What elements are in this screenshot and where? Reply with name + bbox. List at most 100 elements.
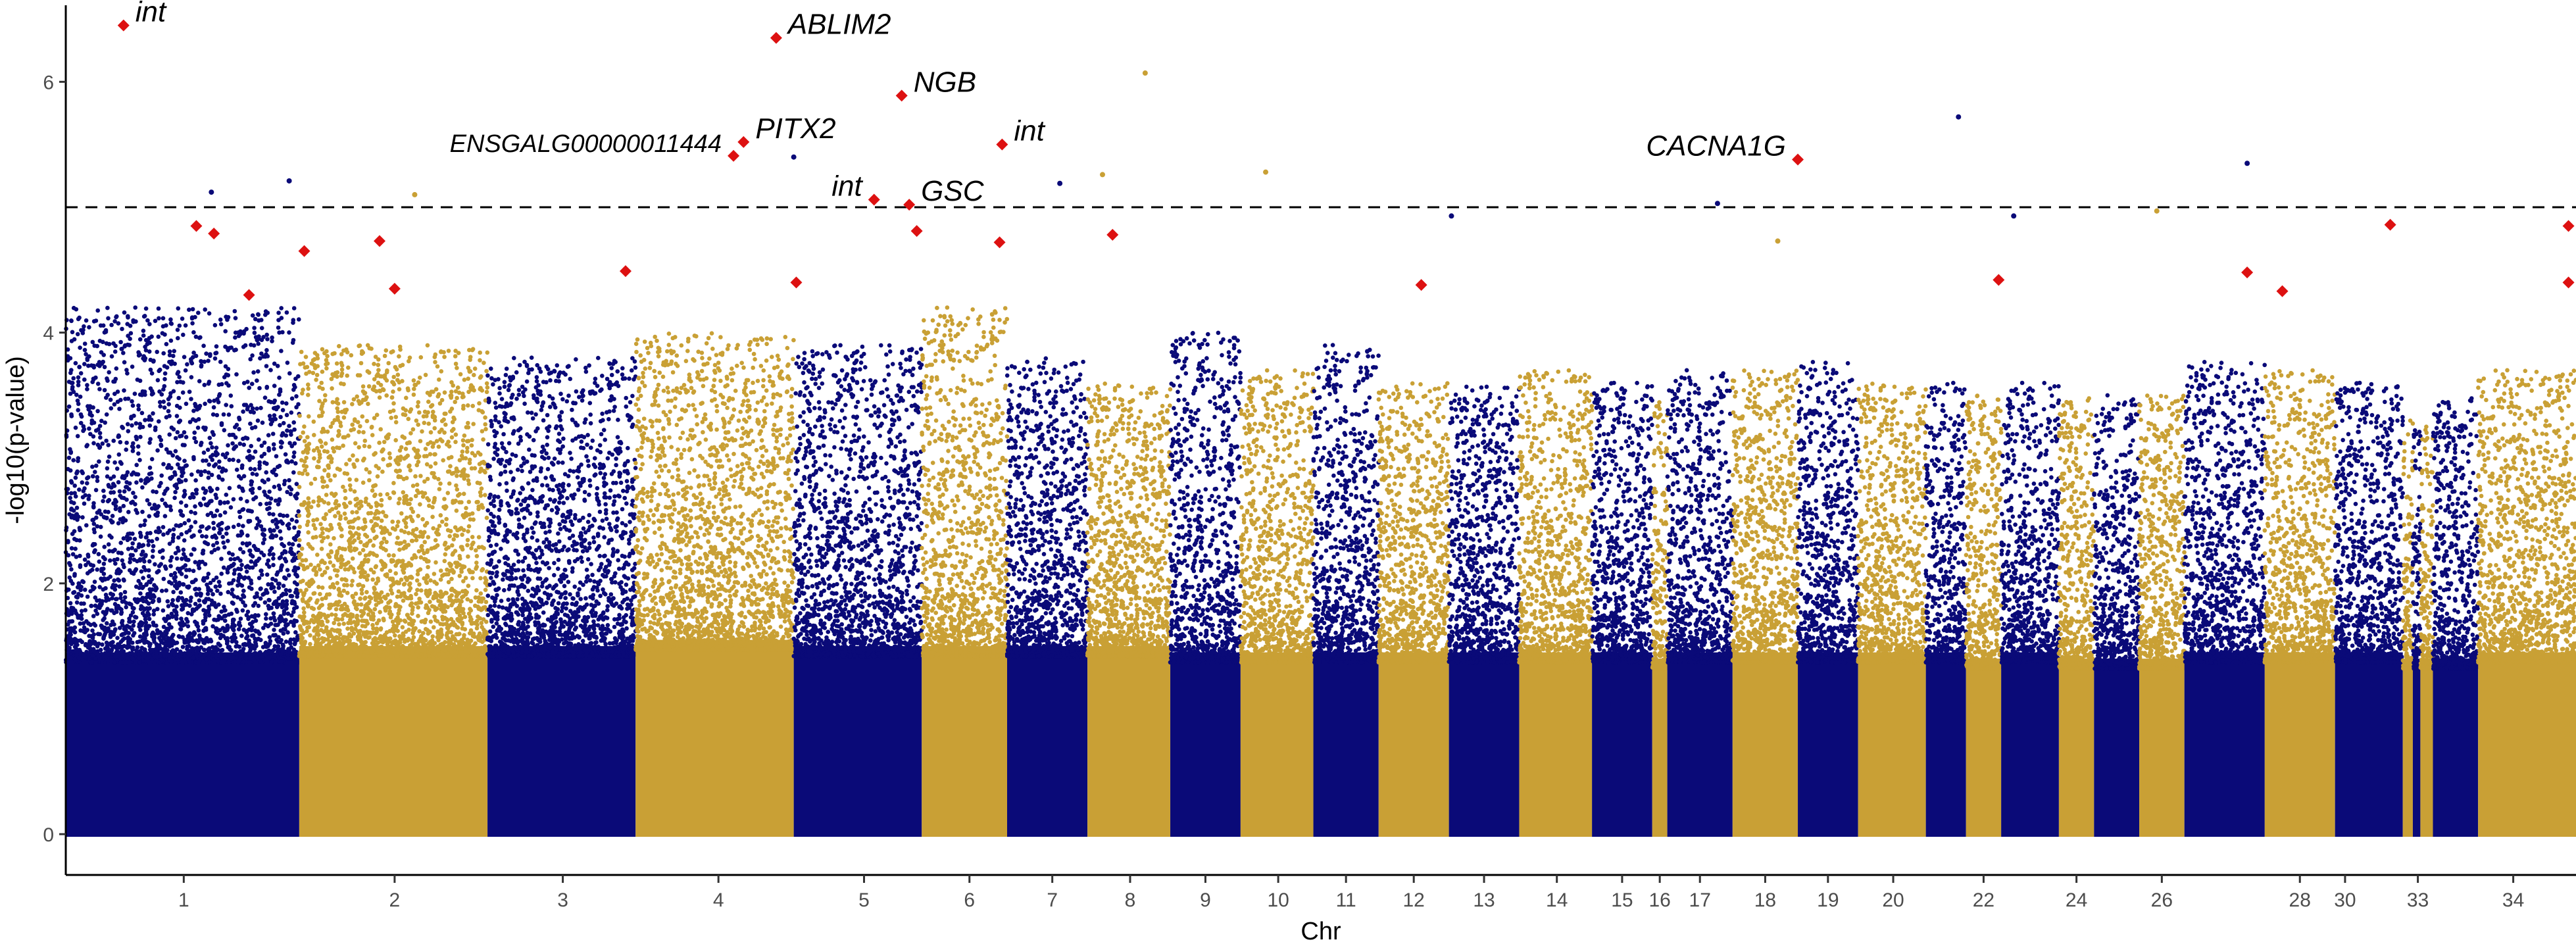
snp-point [220, 466, 226, 471]
snp-point [328, 478, 333, 483]
snp-point [149, 539, 155, 543]
snp-point [196, 417, 201, 422]
snp-point [255, 378, 259, 383]
snp-point [347, 477, 352, 482]
snp-point [349, 626, 354, 630]
snp-point [332, 620, 337, 626]
snp-point [93, 318, 99, 323]
snp-point [246, 518, 251, 524]
snp-point [197, 379, 202, 384]
snp-point [324, 512, 329, 516]
snp-point [74, 505, 80, 510]
snp-point [147, 574, 151, 579]
snp-point [176, 462, 180, 467]
snp-point [192, 436, 197, 441]
snp-point [225, 570, 230, 575]
snp-point [215, 588, 220, 593]
snp-point [438, 481, 443, 486]
snp-point [101, 654, 106, 659]
snp-point [430, 444, 435, 449]
snp-point [262, 528, 267, 532]
snp-point [93, 375, 98, 380]
snp-point [251, 410, 257, 415]
snp-point [396, 501, 401, 506]
snp-point [157, 389, 162, 394]
snp-point [241, 524, 245, 528]
snp-point [187, 649, 192, 653]
snp-point [376, 362, 381, 367]
snp-point [196, 628, 201, 633]
snp-point [374, 591, 379, 596]
snp-point [253, 618, 259, 623]
snp-point [87, 569, 92, 574]
snp-point [243, 603, 248, 608]
snp-point [352, 489, 357, 494]
snp-point [348, 487, 353, 492]
snp-point [143, 418, 147, 422]
snp-point [157, 599, 162, 603]
snp-point [124, 368, 129, 372]
snp-point [440, 641, 445, 647]
snp-point [294, 605, 299, 610]
snp-point [157, 635, 162, 641]
snp-point [265, 337, 270, 341]
snp-point [186, 585, 191, 590]
snp-point [156, 504, 161, 509]
snp-point [147, 502, 152, 507]
snp-point [226, 443, 230, 448]
snp-point [446, 580, 451, 585]
snp-point [162, 384, 167, 389]
snp-point [73, 658, 78, 663]
snp-point [171, 527, 176, 532]
snp-point [289, 601, 295, 606]
snp-point [343, 516, 348, 521]
snp-point [161, 532, 166, 537]
snp-point [208, 649, 213, 654]
snp-point [241, 436, 245, 441]
snp-point [473, 595, 478, 600]
snp-point [462, 433, 467, 438]
snp-point [291, 306, 297, 311]
snp-point [288, 593, 293, 599]
snp-point [308, 641, 312, 647]
snp-point [166, 636, 171, 641]
snp-point [382, 536, 387, 541]
snp-point [278, 389, 283, 394]
snp-point [180, 645, 186, 649]
snp-point [272, 484, 277, 489]
snp-point [186, 518, 191, 523]
snp-point [112, 319, 117, 324]
snp-point [264, 470, 269, 475]
snp-point [189, 524, 193, 530]
snp-point [404, 493, 409, 499]
snp-point [236, 522, 241, 528]
snp-point [291, 454, 296, 459]
snp-point [243, 643, 248, 647]
snp-point [216, 614, 222, 618]
snp-point [451, 470, 456, 476]
snp-point [130, 610, 136, 615]
snp-point [82, 341, 87, 346]
snp-point [291, 556, 297, 561]
snp-point [460, 438, 466, 443]
snp-point [148, 641, 153, 647]
snp-point [203, 541, 209, 545]
snp-point [69, 515, 74, 520]
snp-point [101, 635, 106, 639]
snp-point [290, 340, 295, 345]
snp-point [228, 557, 234, 562]
snp-point [272, 384, 277, 388]
snp-point [479, 620, 484, 626]
snp-point [70, 330, 75, 335]
snp-point [197, 529, 203, 534]
snp-point [167, 353, 172, 358]
snp-point [395, 524, 400, 528]
snp-point [266, 603, 271, 609]
snp-point [134, 462, 139, 468]
chromosome-1-dense-points [66, 652, 299, 837]
snp-point [483, 422, 487, 427]
snp-point [218, 628, 222, 633]
snp-point [230, 591, 234, 596]
snp-point [291, 420, 297, 425]
snp-point [151, 612, 156, 617]
